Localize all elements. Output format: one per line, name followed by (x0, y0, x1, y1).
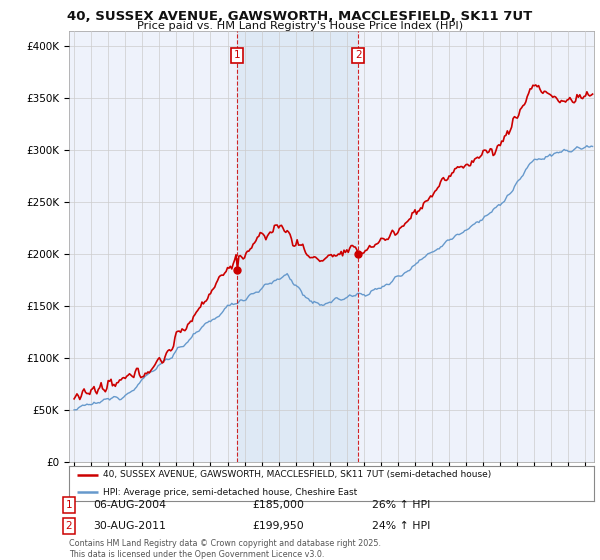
Text: 40, SUSSEX AVENUE, GAWSWORTH, MACCLESFIELD, SK11 7UT (semi-detached house): 40, SUSSEX AVENUE, GAWSWORTH, MACCLESFIE… (103, 470, 491, 479)
Text: 06-AUG-2004: 06-AUG-2004 (93, 500, 166, 510)
Text: 30-AUG-2011: 30-AUG-2011 (93, 521, 166, 531)
Text: 2: 2 (65, 521, 73, 531)
Text: Price paid vs. HM Land Registry's House Price Index (HPI): Price paid vs. HM Land Registry's House … (137, 21, 463, 31)
Text: 1: 1 (65, 500, 73, 510)
Text: 24% ↑ HPI: 24% ↑ HPI (372, 521, 430, 531)
Text: 2: 2 (355, 50, 361, 60)
Text: 26% ↑ HPI: 26% ↑ HPI (372, 500, 430, 510)
Bar (238, 31, 358, 462)
Text: HPI: Average price, semi-detached house, Cheshire East: HPI: Average price, semi-detached house,… (103, 488, 358, 497)
Text: £185,000: £185,000 (252, 500, 304, 510)
Text: 40, SUSSEX AVENUE, GAWSWORTH, MACCLESFIELD, SK11 7UT: 40, SUSSEX AVENUE, GAWSWORTH, MACCLESFIE… (67, 10, 533, 23)
Text: £199,950: £199,950 (252, 521, 304, 531)
Text: 1: 1 (234, 50, 241, 60)
Text: Contains HM Land Registry data © Crown copyright and database right 2025.
This d: Contains HM Land Registry data © Crown c… (69, 539, 381, 559)
